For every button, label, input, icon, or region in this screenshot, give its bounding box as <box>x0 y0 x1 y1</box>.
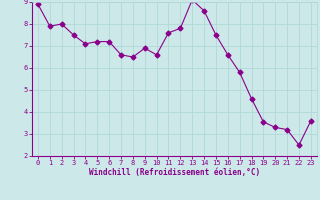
X-axis label: Windchill (Refroidissement éolien,°C): Windchill (Refroidissement éolien,°C) <box>89 168 260 177</box>
